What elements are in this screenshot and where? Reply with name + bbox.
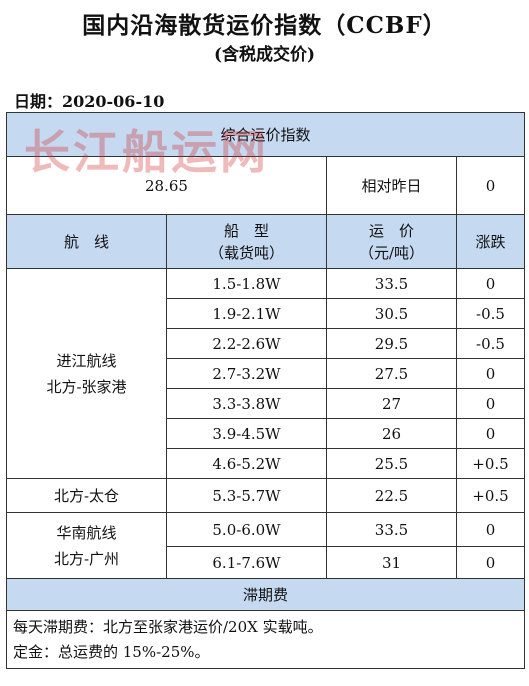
ship-type-cell: 2.2-2.6W <box>166 328 327 359</box>
table-row: 6.1-7.6W 31 0 <box>7 546 526 579</box>
ship-type-cell: 1.9-2.1W <box>166 298 327 329</box>
ship-type-cell: 5.3-5.7W <box>166 478 327 513</box>
route-cell: 北方-太仓 <box>6 478 167 513</box>
freight-cell: 30.5 <box>326 298 457 329</box>
table-row: 北方-太仓 5.3-5.7W 22.5 +0.5 <box>6 478 526 513</box>
table-row: 华南航线 北方-广州 5.0-6.0W 33.5 0 <box>6 512 526 579</box>
change-cell: -0.5 <box>455 298 526 329</box>
relative-value: 0 <box>455 156 526 215</box>
change-column-header: 涨跌 <box>455 214 526 269</box>
route-column-header: 航 线 <box>6 214 167 269</box>
freight-cell: 27 <box>326 388 457 419</box>
table-row: 4.6-5.2W 25.5 +0.5 <box>7 448 526 479</box>
change-cell: 0 <box>455 546 526 579</box>
table-row: 2.7-3.2W 27.5 0 <box>7 358 526 389</box>
ship-type-column-header: 船 型 （载货吨） <box>166 214 327 269</box>
composite-index-header: 综合运价指数 <box>5 112 526 157</box>
composite-index-value: 28.65 <box>6 156 327 215</box>
relative-label: 相对昨日 <box>326 156 457 215</box>
change-cell: 0 <box>455 418 526 449</box>
route-line: 北方-广州 <box>53 549 120 568</box>
demurrage-header: 滞期费 <box>5 578 526 611</box>
ship-type-cell: 3.9-4.5W <box>166 418 327 449</box>
freight-cell: 33.5 <box>326 512 457 547</box>
freight-column-header: 运 价 （元/吨） <box>326 214 457 269</box>
demurrage-notes: 每天滞期费：北方至张家港运价/20X 实载吨。 定金：总运费的 15%-25%。 <box>5 610 526 669</box>
freight-cell: 22.5 <box>326 478 457 513</box>
freight-index-table: 综合运价指数 28.65 相对昨日 0 航 线 船 型 （载货吨） 运 价 （元… <box>5 112 526 669</box>
ship-type-cell: 1.5-1.8W <box>166 268 327 299</box>
ship-type-header-line1: 船 型 <box>223 221 269 240</box>
demurrage-note-line: 定金：总运费的 15%-25%。 <box>13 642 210 661</box>
freight-cell: 25.5 <box>326 448 457 479</box>
ship-type-cell: 5.0-6.0W <box>166 512 327 547</box>
route-cell: 华南航线北方-广州 <box>6 512 167 579</box>
route-cell: 进江航线北方-张家港 <box>6 268 167 479</box>
change-cell: +0.5 <box>455 478 526 513</box>
route-line: 进江航线 <box>56 351 117 370</box>
freight-cell: 31 <box>326 546 457 579</box>
ship-type-cell: 3.3-3.8W <box>166 388 327 419</box>
change-cell: 0 <box>455 512 526 547</box>
route-line: 北方-张家港 <box>46 377 127 396</box>
table-row: 进江航线 北方-张家港 1.5-1.8W 33.5 0 <box>6 268 526 479</box>
date-label: 日期：2020-06-10 <box>14 92 165 111</box>
ship-type-cell: 6.1-7.6W <box>166 546 327 579</box>
freight-cell: 33.5 <box>326 268 457 299</box>
table-row: 3.3-3.8W 27 0 <box>7 388 526 419</box>
page-title: 国内沿海散货运价指数（CCBF） <box>82 12 447 39</box>
demurrage-note-line: 每天滞期费：北方至张家港运价/20X 实载吨。 <box>13 617 323 636</box>
ship-type-cell: 4.6-5.2W <box>166 448 327 479</box>
freight-cell: 29.5 <box>326 328 457 359</box>
change-cell: +0.5 <box>455 448 526 479</box>
table-row: 1.9-2.1W 30.5 -0.5 <box>7 298 526 329</box>
table-row: 3.9-4.5W 26 0 <box>7 418 526 449</box>
route-line: 华南航线 <box>56 523 117 542</box>
change-cell: -0.5 <box>455 328 526 359</box>
freight-header-line2: （元/吨） <box>358 243 425 262</box>
ship-type-cell: 2.7-3.2W <box>166 358 327 389</box>
route-line: 北方-太仓 <box>53 486 120 505</box>
freight-cell: 26 <box>326 418 457 449</box>
ship-type-header-line2: （载货吨） <box>208 243 284 262</box>
table-row: 2.2-2.6W 29.5 -0.5 <box>7 328 526 359</box>
change-cell: 0 <box>455 268 526 299</box>
freight-cell: 27.5 <box>326 358 457 389</box>
change-cell: 0 <box>455 358 526 389</box>
freight-header-line1: 运 价 <box>368 221 414 240</box>
change-cell: 0 <box>455 388 526 419</box>
page-subtitle: (含税成交价) <box>213 45 316 65</box>
